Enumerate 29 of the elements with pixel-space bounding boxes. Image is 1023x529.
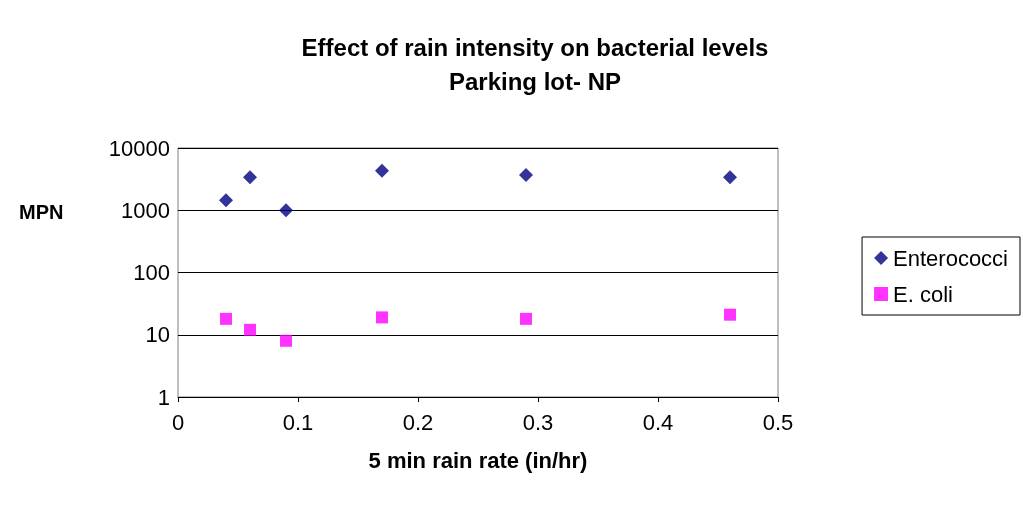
point	[279, 203, 293, 218]
x-tick-label: 0	[171, 409, 185, 435]
legend-label: Enterococci	[893, 245, 1009, 271]
x-tick-label: 0.5	[762, 409, 794, 435]
y-tick-label: 10	[145, 322, 170, 348]
y-tick-label: 1	[157, 384, 170, 410]
y-tick-label: 10000	[108, 135, 170, 161]
chart-subtitle: Parking lot- NP	[448, 67, 622, 95]
x-tick-label: 0.1	[282, 409, 314, 435]
x-axis-title: 5 min rain rate (in/hr)	[368, 447, 588, 473]
point	[220, 312, 232, 325]
chart-title: Effect of rain intensity on bacterial levels	[301, 33, 769, 61]
point	[219, 193, 233, 208]
point	[376, 311, 388, 324]
point	[244, 323, 256, 336]
point	[280, 334, 292, 347]
point	[724, 308, 736, 321]
y-tick-label: 1000	[121, 197, 170, 223]
legend-label: E. coli	[893, 281, 953, 307]
point	[375, 163, 389, 178]
x-tick-label: 0.4	[642, 409, 674, 435]
point	[243, 170, 257, 185]
x-tick-label: 0.2	[402, 409, 434, 435]
point	[520, 312, 532, 325]
point	[519, 167, 533, 182]
point	[723, 170, 737, 185]
x-tick-label: 0.3	[522, 409, 554, 435]
y-tick-label: 100	[133, 260, 170, 285]
y-axis-title: MPN	[19, 201, 64, 223]
